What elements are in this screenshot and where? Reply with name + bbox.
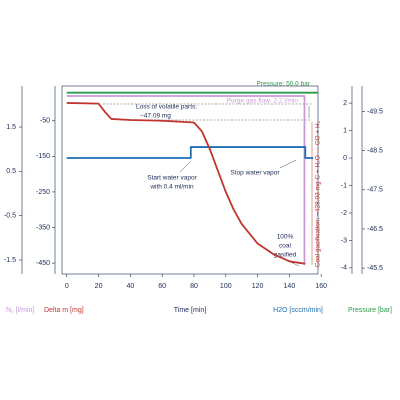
y-tick-label: -0.5 (4, 213, 16, 220)
series-line (66, 146, 314, 159)
x-tick-label: 120 (252, 283, 264, 290)
y-tick-label: -49.5 (367, 108, 383, 115)
annotation: Coal gasification: −428.03 mg C + H₂O → … (315, 120, 322, 267)
annotation: Stop water vapor (230, 170, 280, 177)
annotation: Pressure: 50.0 bar (257, 81, 311, 88)
axis-label: H2O [sccm/min] (273, 307, 323, 314)
annotation: −47.09 mg (140, 113, 171, 120)
axis-label: Time [min] (174, 307, 206, 314)
y-tick-label: -47.5 (367, 187, 383, 194)
y-tick-label: -45.5 (367, 265, 383, 272)
arrow (179, 161, 191, 173)
y-tick-label: -3 (341, 237, 347, 244)
y-tick-label: 1 (343, 127, 347, 134)
y-tick-label: -150 (36, 153, 50, 160)
y-tick-label: 1.5 (6, 124, 16, 131)
y-tick-label: -250 (36, 189, 50, 196)
y-tick-label: 0 (343, 155, 347, 162)
x-tick-label: 80 (190, 283, 198, 290)
annotation: 100% (277, 234, 294, 241)
axis-label: Pressure [bar] (348, 307, 392, 314)
y-tick-label: -2 (341, 210, 347, 217)
x-tick-label: 20 (95, 283, 103, 290)
plot-frame (61, 85, 319, 275)
annotation: Loss of volatile parts: (136, 104, 197, 111)
y-tick-label: -1 (341, 182, 347, 189)
y-tick-label: -350 (36, 224, 50, 231)
annotation: gasified (274, 252, 297, 259)
x-tick-label: 40 (126, 283, 134, 290)
annotation: Purge gas flow: 2.2 l/min (227, 98, 299, 105)
y-tick-label: -4 (341, 265, 347, 272)
y-tick-label: -450 (36, 260, 50, 267)
annotation: Start water vapor (147, 175, 197, 182)
y-tick-label: -1.5 (4, 257, 16, 264)
y-tick-label: -50 (40, 118, 50, 125)
axis-label: N₂ [l/min] (6, 307, 34, 314)
x-tick-label: 100 (220, 283, 232, 290)
series-line (66, 102, 306, 265)
y-tick-label: 2 (343, 100, 347, 107)
y-tick-label: 0.5 (6, 168, 16, 175)
annotation: coal (279, 243, 291, 250)
x-tick-label: 0 (65, 283, 69, 290)
y-tick-label: -48.5 (367, 147, 383, 154)
annotation: with 0.4 ml/min (149, 184, 194, 191)
axis-label: Delta m [mg] (44, 307, 84, 314)
x-tick-label: 140 (284, 283, 296, 290)
y-tick-label: -46.5 (367, 226, 383, 233)
x-tick-label: 60 (158, 283, 166, 290)
series-line (66, 95, 306, 265)
arrow (279, 159, 297, 169)
x-tick-label: 160 (315, 283, 327, 290)
